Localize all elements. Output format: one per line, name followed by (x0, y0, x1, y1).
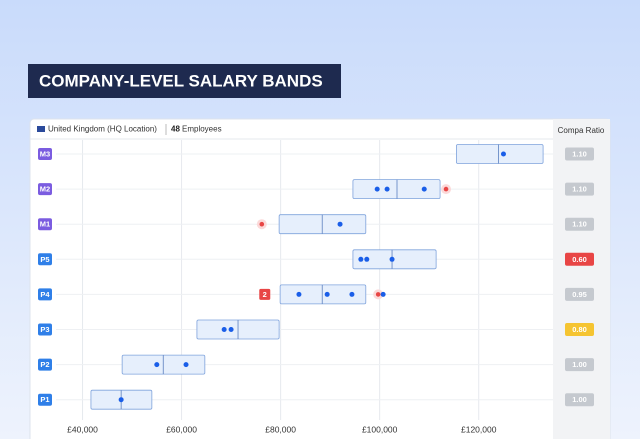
level-label: P1 (40, 395, 49, 404)
flag-icon (37, 126, 45, 132)
ratio-label: 1.00 (572, 360, 587, 369)
employee-point (500, 151, 506, 157)
band (352, 179, 441, 200)
employee-point (228, 327, 234, 332)
x-tick-label: £80,000 (265, 424, 296, 434)
employee-point (183, 362, 189, 368)
ratio-label: 1.00 (572, 395, 587, 404)
title: COMPANY-LEVEL SALARY BANDS (39, 71, 323, 90)
band (279, 284, 367, 305)
ratio-label: 0.60 (572, 255, 587, 264)
ratio-badge (565, 252, 594, 266)
x-tick-label: £120,000 (461, 424, 497, 434)
level-badge (38, 358, 52, 371)
employee-point (374, 186, 380, 192)
level-label: P4 (40, 290, 50, 299)
ratio-badge (565, 323, 594, 336)
level-badge (38, 393, 52, 406)
outlier (443, 186, 449, 192)
employee-label: Employees (182, 125, 222, 134)
ratio-label: 1.10 (572, 149, 587, 158)
level-badge (38, 323, 52, 336)
ratio-label: 1.10 (572, 220, 587, 229)
outlier (259, 221, 265, 227)
employee-point (337, 221, 343, 227)
employee-point (296, 291, 302, 297)
level-label: P3 (40, 325, 49, 334)
employee-point (389, 256, 395, 262)
employee-point (380, 291, 386, 297)
employee-point (364, 256, 370, 262)
x-tick-label: £40,000 (67, 424, 98, 434)
level-badge (38, 253, 52, 266)
level-label: M3 (40, 149, 50, 158)
ratio-column (553, 119, 610, 439)
employee-point (154, 362, 160, 368)
ratio-badge (565, 217, 594, 231)
level-label: M1 (40, 220, 50, 229)
employee-point (324, 291, 330, 297)
employee-point (384, 186, 390, 192)
ratio-badge (565, 393, 594, 407)
employee-point (421, 186, 427, 192)
ratio-label: 0.80 (572, 325, 587, 334)
ratio-badge (565, 287, 594, 301)
employee-point (118, 397, 124, 403)
employee-point (221, 327, 227, 332)
level-label: P5 (40, 255, 49, 264)
level-badge (38, 183, 52, 196)
x-tick-label: £60,000 (166, 424, 197, 434)
employee-count: 48 (171, 125, 180, 134)
ratio-badge (565, 182, 594, 196)
ratio-title: Compa Ratio (558, 126, 605, 135)
ratio-badge (565, 147, 594, 161)
location: United Kingdom (HQ Location) (48, 125, 157, 134)
level-label: M2 (40, 185, 50, 194)
ratio-badge (565, 358, 594, 372)
level-badge (38, 288, 52, 301)
level-badge (38, 148, 52, 160)
outlier (375, 292, 381, 297)
employee-point (358, 256, 364, 262)
band (456, 144, 544, 164)
ratio-label: 1.10 (572, 185, 587, 194)
outlier-badge-label: 2 (263, 290, 267, 299)
x-tick-label: £100,000 (362, 424, 398, 434)
ratio-label: 0.95 (572, 290, 587, 299)
outlier-badge (259, 288, 271, 300)
title-banner (28, 64, 341, 98)
level-label: P2 (40, 360, 49, 369)
employee-point (349, 291, 355, 297)
level-badge (38, 218, 52, 231)
